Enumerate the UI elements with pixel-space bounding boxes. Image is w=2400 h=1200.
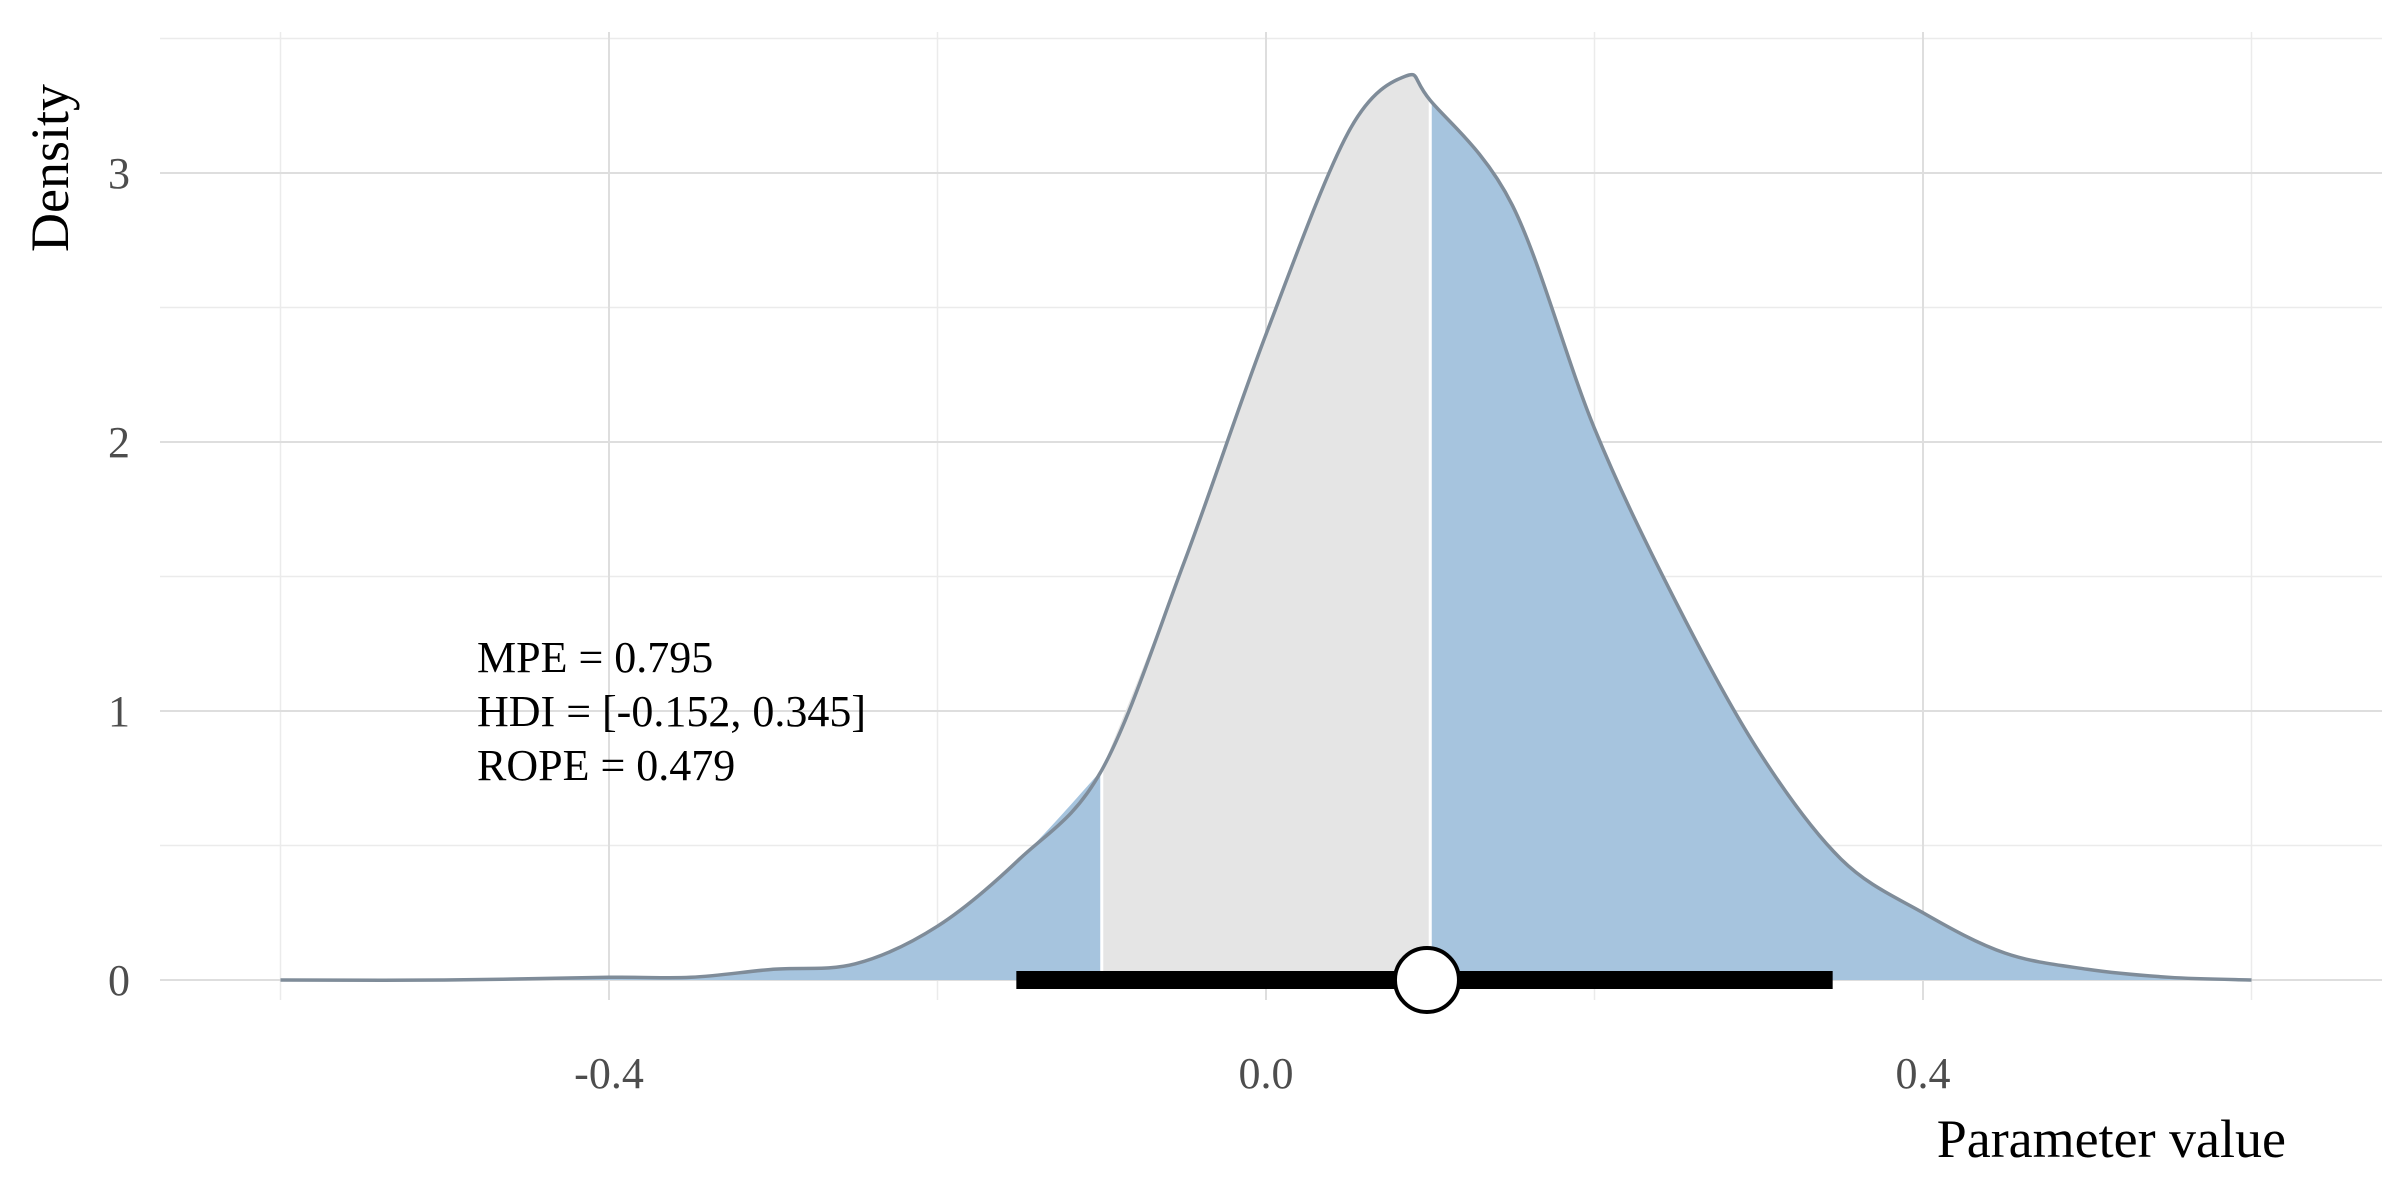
- annotation-block: MPE = 0.795 HDI = [-0.152, 0.345] ROPE =…: [477, 633, 866, 790]
- x-tick-label: 0.4: [1896, 1049, 1951, 1098]
- density-curve-group: [280, 72, 2252, 982]
- hdi-interval-group: [1016, 946, 1833, 1014]
- x-tick-labels: -0.4 0.0 0.4: [574, 1049, 1950, 1098]
- rope-area: [1101, 75, 1431, 981]
- annotation-hdi: HDI = [-0.152, 0.345]: [477, 687, 866, 736]
- y-tick-label: 0: [108, 956, 130, 1005]
- x-axis-title: Parameter value: [1937, 1109, 2286, 1169]
- y-tick-label: 2: [108, 418, 130, 467]
- y-tick-labels: 0 1 2 3: [108, 149, 130, 1005]
- x-tick-label: -0.4: [574, 1049, 644, 1098]
- right-tail-area: [1430, 100, 2252, 981]
- density-areas: [280, 75, 2252, 981]
- point-estimate: [1392, 946, 1461, 1014]
- x-tick-label: 0.0: [1239, 1049, 1294, 1098]
- annotation-rope: ROPE = 0.479: [477, 741, 735, 790]
- y-tick-label: 1: [108, 687, 130, 736]
- left-tail-area: [280, 770, 1102, 981]
- annotation-mpe: MPE = 0.795: [477, 633, 713, 682]
- density-curve: [280, 72, 2252, 982]
- y-tick-label: 3: [108, 149, 130, 198]
- y-axis-title: Density: [20, 84, 80, 252]
